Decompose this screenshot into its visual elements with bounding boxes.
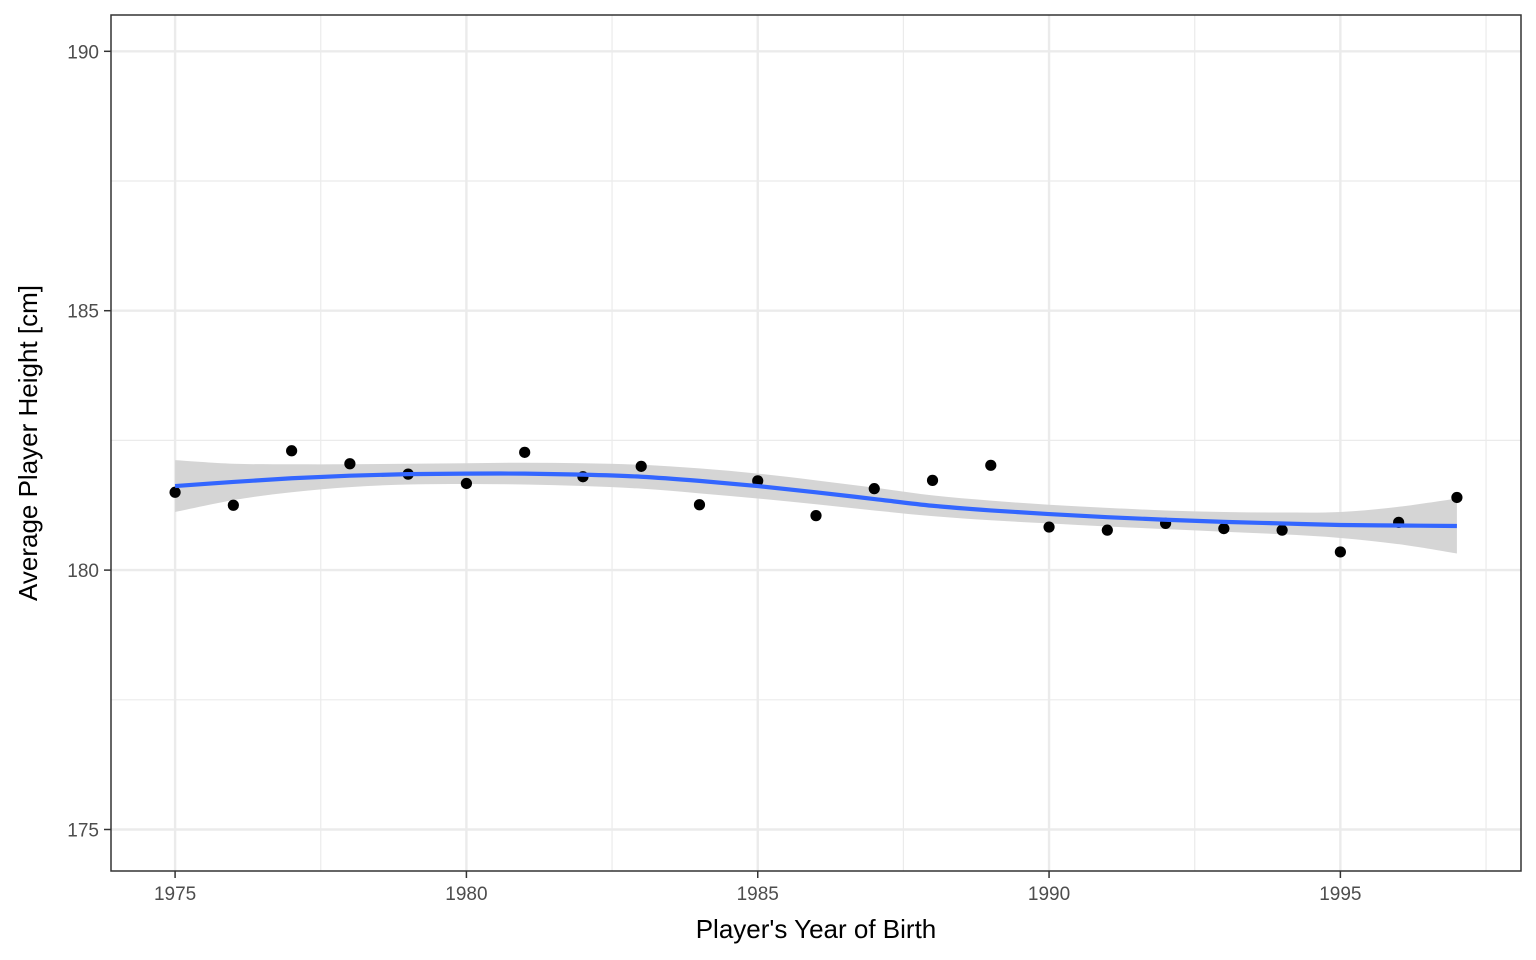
y-axis: 175 180 185 190 (67, 42, 111, 841)
data-point (344, 458, 356, 470)
smooth-line (174, 471, 1457, 529)
y-tick-label: 180 (67, 561, 99, 582)
x-axis: 1975 1980 1985 1990 1995 (154, 871, 1362, 905)
x-tick-label: 1985 (737, 884, 779, 905)
smooth-line-path (174, 471, 1457, 529)
y-axis-title: Average Player Height [cm] (13, 285, 43, 601)
data-points (169, 445, 1463, 558)
data-point (227, 499, 239, 511)
major-gridlines (111, 15, 1521, 871)
x-tick-label: 1995 (1319, 884, 1361, 905)
data-point (1334, 546, 1346, 558)
confidence-band-area (175, 460, 1457, 554)
data-point (286, 445, 298, 457)
data-point (868, 483, 880, 495)
y-tick-label: 185 (67, 302, 99, 323)
confidence-band (175, 460, 1457, 554)
data-point (1218, 523, 1230, 535)
data-point (519, 446, 531, 458)
data-point (460, 477, 473, 490)
panel-border (110, 14, 1522, 872)
data-point (693, 499, 706, 511)
data-point (810, 510, 822, 522)
minor-gridlines (111, 15, 1521, 871)
y-tick-label: 190 (67, 42, 99, 63)
panel-background (111, 15, 1521, 871)
x-tick-label: 1990 (1028, 884, 1070, 905)
data-point (985, 459, 997, 471)
data-point (1043, 521, 1055, 533)
data-point (1101, 524, 1113, 536)
data-point (1276, 524, 1288, 536)
y-tick-label: 175 (67, 820, 99, 841)
x-tick-label: 1980 (445, 884, 487, 905)
data-point (926, 474, 939, 486)
x-axis-title: Player's Year of Birth (696, 914, 937, 944)
data-point (635, 460, 647, 472)
data-point (752, 475, 764, 487)
x-tick-label: 1975 (154, 884, 196, 905)
data-point (1451, 491, 1463, 504)
data-point (169, 486, 181, 498)
